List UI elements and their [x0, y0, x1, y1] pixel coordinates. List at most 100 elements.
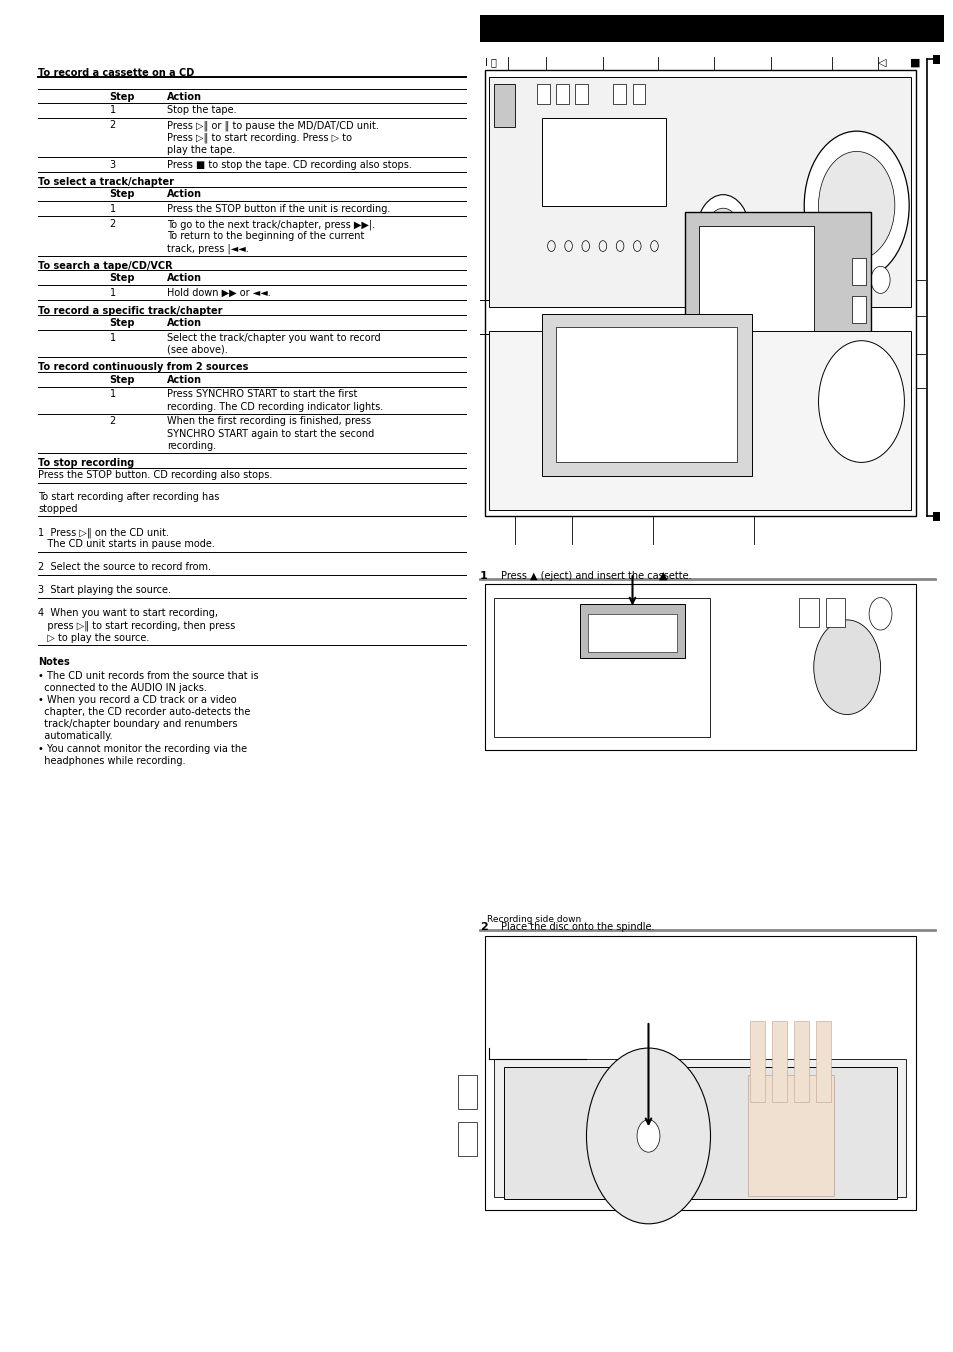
Text: 1: 1	[110, 288, 115, 297]
Text: 2: 2	[110, 416, 116, 426]
Text: Press SYNCHRO START to start the first: Press SYNCHRO START to start the first	[167, 389, 357, 399]
Text: To go to the next track/chapter, press ▶▶|.: To go to the next track/chapter, press ▶…	[167, 219, 375, 230]
Text: Select the track/chapter you want to record: Select the track/chapter you want to rec…	[167, 333, 380, 342]
Bar	[587, 614, 677, 652]
Text: 2  Select the source to record from.: 2 Select the source to record from.	[38, 562, 211, 572]
Text: 3  Start playing the source.: 3 Start playing the source.	[38, 585, 171, 595]
Text: 1: 1	[110, 389, 115, 399]
Text: To select a track/chapter: To select a track/chapter	[38, 177, 174, 187]
Bar	[484, 70, 915, 516]
Text: Recording side down: Recording side down	[487, 915, 581, 925]
Bar	[632, 84, 644, 104]
Circle shape	[813, 619, 880, 715]
Text: Press ▷‖ to start recording. Press ▷ to: Press ▷‖ to start recording. Press ▷ to	[167, 132, 352, 143]
Circle shape	[818, 341, 903, 462]
Bar	[494, 1060, 905, 1197]
Text: • The CD unit records from the source that is: • The CD unit records from the source th…	[38, 671, 258, 680]
Text: When the first recording is finished, press: When the first recording is finished, pr…	[167, 416, 371, 426]
Text: Press the STOP button. CD recording also stops.: Press the STOP button. CD recording also…	[38, 470, 273, 480]
Bar	[579, 604, 684, 658]
Text: Action: Action	[167, 189, 202, 199]
Text: Press ▲ (eject) and insert the cassette.: Press ▲ (eject) and insert the cassette.	[500, 571, 691, 580]
Text: 1: 1	[110, 105, 115, 115]
Text: Press ■ to stop the tape. CD recording also stops.: Press ■ to stop the tape. CD recording a…	[167, 160, 412, 169]
Bar	[851, 296, 865, 323]
Bar	[556, 327, 737, 462]
Text: 3: 3	[110, 160, 115, 169]
Text: Action: Action	[167, 318, 202, 327]
Circle shape	[868, 598, 891, 630]
Bar	[457, 1075, 476, 1109]
Text: • You cannot monitor the recording via the: • You cannot monitor the recording via t…	[38, 744, 247, 753]
Text: ◁: ◁	[877, 58, 885, 68]
Bar	[457, 1122, 476, 1156]
Bar	[494, 84, 515, 127]
Text: Action: Action	[167, 375, 202, 384]
Text: ■: ■	[909, 58, 920, 68]
Text: To record continuously from 2 sources: To record continuously from 2 sources	[38, 362, 249, 372]
Text: (see above).: (see above).	[167, 345, 228, 354]
Circle shape	[803, 131, 908, 280]
Circle shape	[696, 195, 749, 270]
Text: Notes: Notes	[38, 657, 70, 667]
Circle shape	[705, 208, 740, 257]
Text: 2: 2	[110, 120, 116, 130]
Bar	[794, 219, 811, 253]
Text: chapter, the CD recorder auto-detects the: chapter, the CD recorder auto-detects th…	[38, 707, 251, 717]
Bar	[541, 314, 751, 476]
Text: Step: Step	[110, 92, 135, 101]
Text: Recording a CD: Recording a CD	[489, 18, 619, 34]
Text: press ▷‖ to start recording, then press: press ▷‖ to start recording, then press	[38, 621, 235, 631]
Text: Step: Step	[110, 375, 135, 384]
Text: 1: 1	[110, 204, 115, 214]
Text: Press ▷‖ or ‖ to pause the MD/DAT/CD unit.: Press ▷‖ or ‖ to pause the MD/DAT/CD uni…	[167, 120, 378, 131]
Text: ▷ to play the source.: ▷ to play the source.	[38, 633, 150, 642]
Bar	[770, 219, 787, 253]
Bar	[489, 77, 910, 307]
Text: Step: Step	[110, 273, 135, 283]
Circle shape	[818, 151, 894, 260]
Bar	[556, 84, 568, 104]
Bar	[771, 1021, 786, 1102]
Text: 1: 1	[479, 571, 487, 580]
Text: 4  When you want to start recording,: 4 When you want to start recording,	[38, 608, 218, 618]
Text: stopped: stopped	[38, 504, 77, 514]
Bar	[503, 1068, 896, 1199]
Bar	[479, 15, 943, 42]
Bar	[575, 84, 587, 104]
Text: Action: Action	[167, 92, 202, 101]
Bar	[932, 512, 939, 521]
Text: • When you record a CD track or a video: • When you record a CD track or a video	[38, 695, 236, 704]
Text: 2: 2	[479, 922, 487, 932]
Text: play the tape.: play the tape.	[167, 145, 235, 154]
Bar	[537, 84, 549, 104]
Text: To return to the beginning of the current: To return to the beginning of the curren…	[167, 231, 364, 241]
Text: 1  Press ▷‖ on the CD unit.: 1 Press ▷‖ on the CD unit.	[38, 527, 169, 538]
Text: Place the disc onto the spindle.: Place the disc onto the spindle.	[500, 922, 654, 932]
Text: To start recording after recording has: To start recording after recording has	[38, 492, 219, 502]
Bar	[684, 212, 870, 368]
Bar	[825, 598, 844, 627]
Text: Press the STOP button if the unit is recording.: Press the STOP button if the unit is rec…	[167, 204, 390, 214]
Text: ▲: ▲	[659, 571, 666, 580]
Text: To record a cassette on a CD: To record a cassette on a CD	[38, 68, 194, 77]
Bar	[541, 118, 665, 206]
Bar	[613, 84, 625, 104]
Text: The CD unit starts in pause mode.: The CD unit starts in pause mode.	[38, 539, 214, 549]
Text: recording.: recording.	[167, 441, 215, 450]
Text: 1: 1	[110, 333, 115, 342]
Bar	[749, 1021, 764, 1102]
Text: To search a tape/CD/VCR: To search a tape/CD/VCR	[38, 261, 172, 270]
Circle shape	[637, 1119, 659, 1152]
Bar	[799, 598, 818, 627]
Text: automatically.: automatically.	[38, 731, 112, 741]
Bar	[747, 1075, 833, 1197]
Text: To stop recording: To stop recording	[38, 458, 134, 468]
Bar	[815, 1021, 830, 1102]
Text: Hold down ▶▶ or ◄◄.: Hold down ▶▶ or ◄◄.	[167, 288, 271, 297]
Text: track/chapter boundary and renumbers: track/chapter boundary and renumbers	[38, 719, 237, 729]
Text: track, press |◄◄.: track, press |◄◄.	[167, 243, 249, 254]
Text: Step: Step	[110, 189, 135, 199]
Text: connected to the AUDIO IN jacks.: connected to the AUDIO IN jacks.	[38, 683, 207, 692]
Bar	[484, 584, 915, 750]
